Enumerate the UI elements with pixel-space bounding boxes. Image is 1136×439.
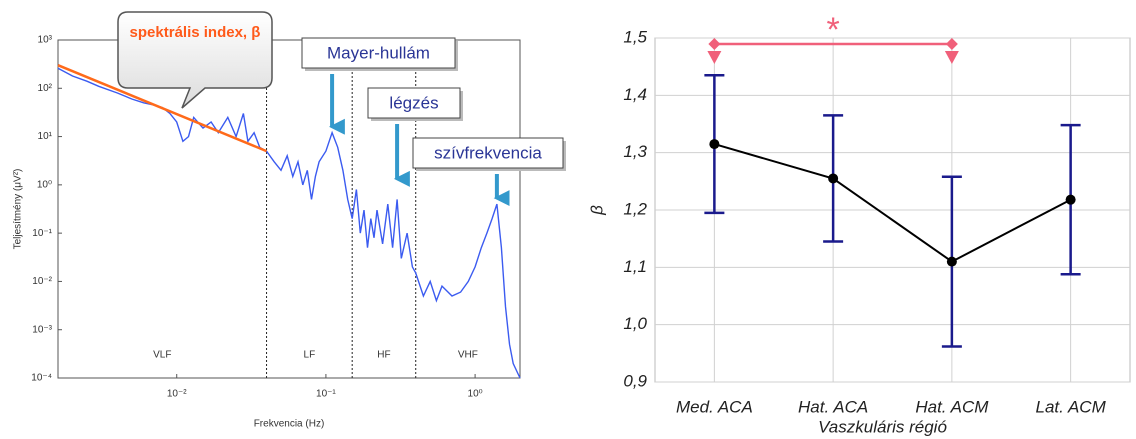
y-axis-label: Teljesítmény (μV²): [13, 169, 24, 250]
data-line: [714, 143, 1072, 263]
band-label: LF: [304, 350, 316, 361]
data-point: [709, 139, 720, 150]
y-tick-label: 10⁻³: [32, 324, 52, 335]
x-tick-label: Lat. ACM: [1036, 397, 1107, 416]
y-tick-label: 1,2: [623, 199, 647, 218]
significance-marker: [708, 38, 721, 50]
y-tick-label: 10²: [38, 83, 53, 94]
y-tick-label: 10⁻¹: [32, 228, 52, 239]
x-tick-label: Med. ACA: [676, 397, 753, 416]
annotation-text: Mayer-hullám: [327, 43, 430, 62]
annotation-box: [301, 37, 456, 69]
y-tick-label: 1,1: [623, 257, 647, 276]
spectrum-line: [57, 64, 267, 153]
callout-text: spektrális index, β: [129, 24, 261, 41]
significance-arrow: [944, 51, 959, 64]
significance-label: *: [827, 11, 840, 49]
band-label: VHF: [458, 350, 478, 361]
callout-box: spektrális index, β: [129, 24, 261, 41]
annotation-box: [412, 137, 564, 169]
y-tick-label: 1,5: [623, 27, 647, 46]
x-tick-label: Hat. ACM: [915, 397, 989, 416]
x-tick-label: 10⁻¹: [316, 389, 336, 400]
data-point: [946, 256, 957, 267]
x-tick-label: 10⁰: [468, 389, 483, 400]
y-tick-label: 0,9: [623, 371, 647, 390]
significance-marker: [945, 38, 958, 50]
annotation-text: szívfrekvencia: [434, 143, 542, 162]
significance-arrow: [707, 51, 722, 64]
data-point: [828, 173, 839, 184]
annotation-box: [367, 87, 461, 119]
y-tick-label: 1,0: [623, 314, 647, 333]
callout-bubble: [117, 11, 273, 109]
y-tick-label: 10⁰: [37, 179, 52, 190]
x-axis-label: Vaszkuláris régió: [818, 417, 947, 436]
y-tick-label: 1,3: [623, 142, 647, 161]
data-point: [1065, 194, 1076, 205]
band-label: VLF: [153, 350, 171, 361]
band-label: HF: [377, 350, 390, 361]
x-tick-label: 10⁻²: [167, 389, 187, 400]
spectrum-line: [57, 67, 521, 379]
y-tick-label: 10¹: [38, 131, 53, 142]
y-axis-label: β: [587, 205, 606, 216]
y-tick-label: 10³: [38, 35, 53, 46]
x-tick-label: Hat. ACA: [798, 397, 868, 416]
y-tick-label: 10⁻⁴: [31, 373, 52, 384]
annotation-text: légzés: [389, 93, 438, 112]
y-tick-label: 1,4: [623, 85, 647, 104]
y-tick-label: 10⁻²: [32, 276, 52, 287]
callout: spektrális index, β: [117, 11, 273, 109]
x-axis-label: Frekvencia (Hz): [254, 419, 325, 430]
